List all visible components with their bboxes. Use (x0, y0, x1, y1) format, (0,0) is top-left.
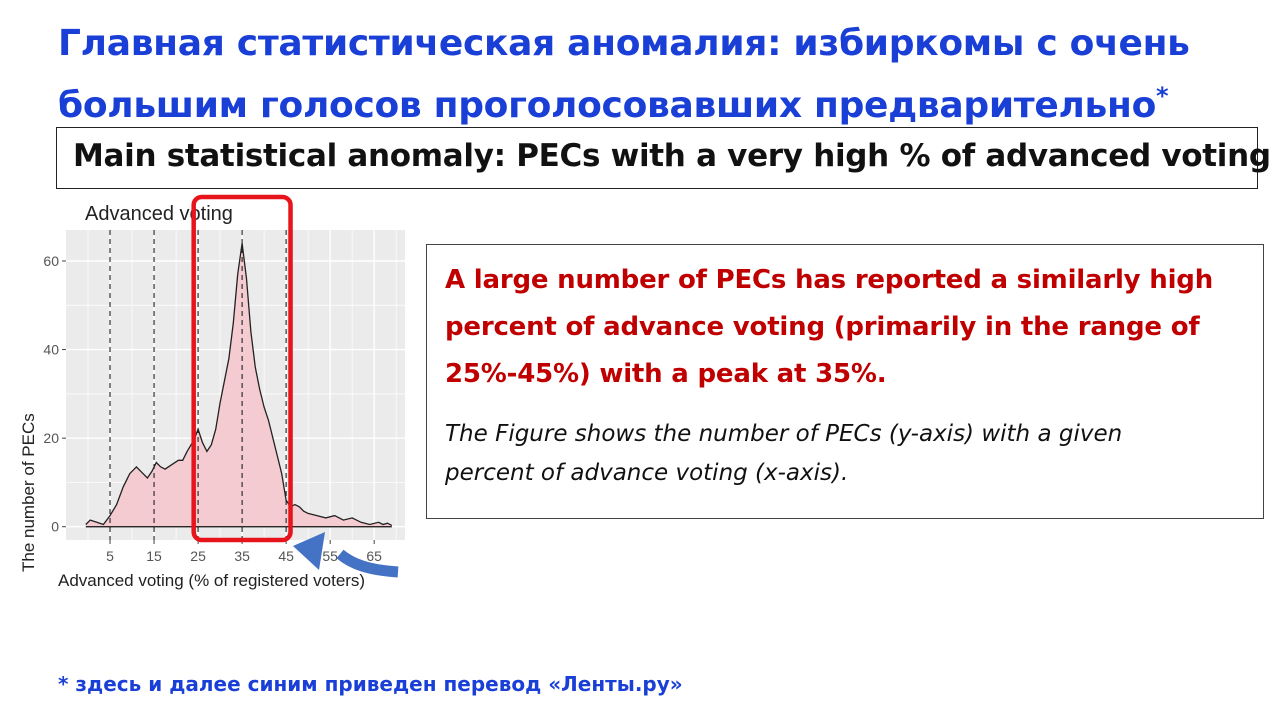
x-axis-label: Advanced voting (% of registered voters) (58, 571, 365, 590)
highlight-box (191, 194, 293, 543)
description-note: The Figure shows the number of PECs (y-a… (445, 415, 1245, 493)
description-main-line-1: A large number of PECs has reported a si… (445, 265, 1214, 295)
asterisk-mark: * (1156, 82, 1169, 110)
description-main-line-3: 25%-45%) with a peak at 35%. (445, 359, 887, 389)
x-tick-label: 25 (190, 548, 206, 564)
description-main: A large number of PECs has reported a si… (445, 257, 1245, 398)
x-tick-label: 35 (234, 548, 250, 564)
density-chart: 0 20 40 60 5 15 25 35 45 55 65 Advanced voting Ad… (0, 190, 430, 610)
ru-title-line-2: большим голосов проголосовавших предвари… (58, 70, 1238, 132)
description-note-line-1: The Figure shows the number of PECs (y-a… (445, 421, 1123, 447)
y-tick-label: 60 (43, 253, 59, 269)
arrow-icon (293, 532, 325, 570)
y-tick-label: 0 (51, 519, 59, 535)
arrow-shaft (336, 549, 399, 578)
y-tick-label: 20 (43, 430, 59, 446)
x-ticks: 5 15 25 35 45 55 65 (106, 540, 382, 564)
x-tick-label: 55 (322, 548, 338, 564)
ru-title-line-2-text: большим голосов проголосовавших предвари… (58, 85, 1157, 126)
density-line (85, 243, 393, 526)
chart-title: Advanced voting (85, 203, 233, 225)
x-tick-label: 15 (146, 548, 162, 564)
en-title: Main statistical anomaly: PECs with a ve… (73, 138, 1271, 174)
ru-title-line-1: Главная статистическая аномалия: избирко… (58, 23, 1190, 64)
y-tick-label: 40 (43, 342, 59, 358)
description-note-line-2: percent of advance voting (x-axis). (445, 460, 849, 486)
dashed-line-layer (109, 230, 287, 540)
density-chart-svg: 0 20 40 60 5 15 25 35 45 55 65 Advanced voting Ad… (19, 194, 405, 590)
density-area (85, 243, 392, 527)
x-tick-label: 5 (106, 548, 114, 564)
x-tick-label: 45 (278, 548, 294, 564)
y-ticks: 0 20 40 60 (43, 253, 66, 535)
x-tick-label: 65 (366, 548, 382, 564)
description-main-line-2: percent of advance voting (primarily in … (445, 312, 1200, 342)
y-axis-label: The number of PECs (19, 413, 38, 572)
footnote: * здесь и далее синим приведен перевод «… (58, 672, 683, 696)
ru-title: Главная статистическая аномалия: избирко… (58, 18, 1238, 132)
en-title-box: Main statistical anomaly: PECs with a ve… (56, 127, 1271, 189)
description-box: A large number of PECs has reported a si… (426, 244, 1264, 519)
